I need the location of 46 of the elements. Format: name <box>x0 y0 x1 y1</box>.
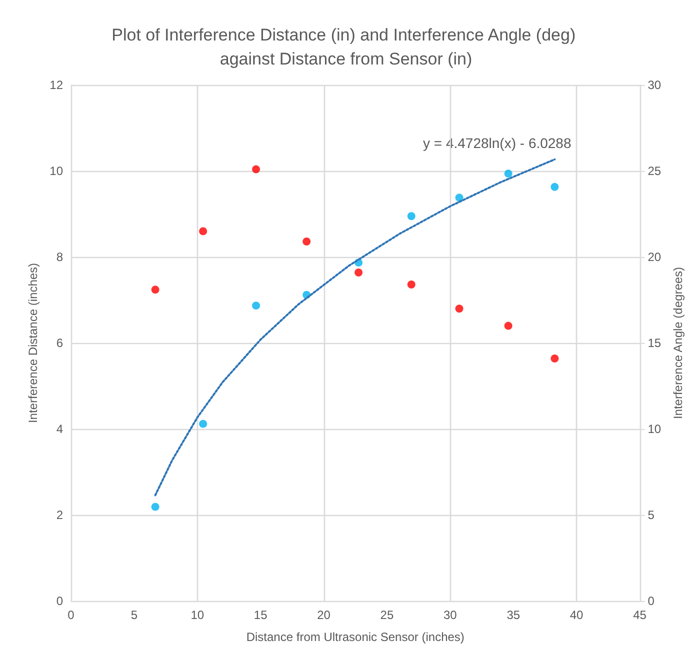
point <box>199 227 208 236</box>
point <box>550 182 559 191</box>
x-tick-label: 35 <box>506 608 520 622</box>
point <box>407 280 416 289</box>
y-axis-title: Interference Distance (inches) <box>26 262 40 424</box>
y-tick-label: 6 <box>56 336 64 350</box>
x-tick-label: 20 <box>317 608 331 622</box>
x-axis-title: Distance from Ultrasonic Sensor (inches) <box>246 630 464 644</box>
point <box>151 286 160 294</box>
y-tick-label: 4 <box>56 422 64 436</box>
point <box>407 212 416 220</box>
y2-tick-label: 20 <box>648 250 662 264</box>
y2-tick-label: 5 <box>648 508 655 522</box>
point <box>302 238 311 246</box>
x-tick-label: 0 <box>68 608 75 622</box>
y2-axis-title: Interference Angle (degrees) <box>671 266 685 420</box>
y-tick-label: 2 <box>56 508 64 522</box>
point <box>455 194 464 202</box>
point <box>199 420 208 428</box>
y2-tick-label: 10 <box>648 422 662 436</box>
point <box>151 502 160 511</box>
x-tick-label: 25 <box>380 608 394 622</box>
point <box>455 304 464 313</box>
line-series <box>154 158 556 496</box>
y-tick-label: 8 <box>56 250 64 264</box>
x-tick-label: 15 <box>254 608 268 622</box>
point <box>252 165 260 174</box>
x-tick-label: 30 <box>443 608 458 622</box>
y-tick-label: 10 <box>50 164 64 178</box>
y2-tick-label: 0 <box>648 594 655 608</box>
x-tick-label: 45 <box>633 608 647 622</box>
point <box>354 268 363 276</box>
point <box>252 302 260 310</box>
y2-tick-label: 30 <box>648 78 662 92</box>
y-tick-label: 0 <box>56 594 64 608</box>
y2-tick-label: 15 <box>648 336 662 350</box>
point <box>504 170 512 178</box>
x-tick-label: 5 <box>130 608 138 622</box>
y2-tick-label: 25 <box>648 164 662 178</box>
x-tick-label: 10 <box>190 608 204 622</box>
point <box>550 354 559 362</box>
chart-title: Plot of Interference Distance (in) and Interference Angle (deg) against Distance from Sensor (in) <box>112 26 580 68</box>
y-tick-label: 12 <box>50 78 64 92</box>
x-tick-label: 40 <box>570 608 584 622</box>
point <box>504 322 512 330</box>
annotation: y = 4.4728ln(x) - 6.0288 <box>423 135 572 151</box>
